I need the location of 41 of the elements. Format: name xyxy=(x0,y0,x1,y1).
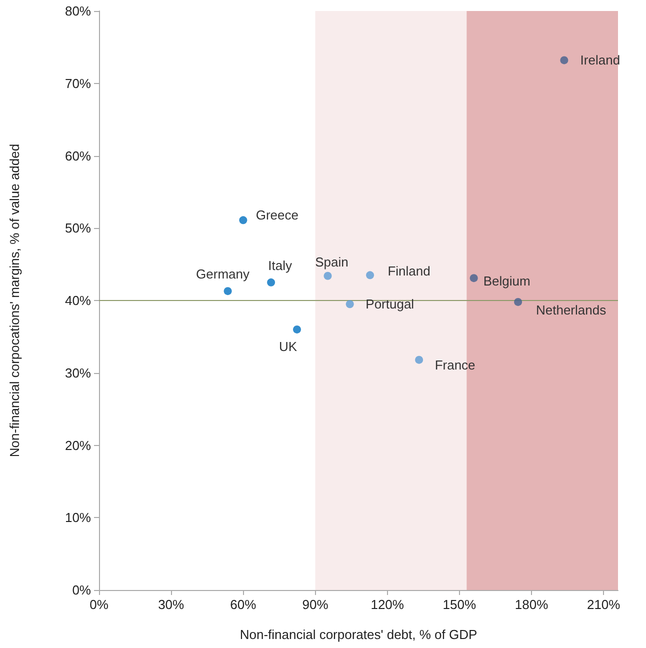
annotation: Netherlands xyxy=(536,302,607,318)
point xyxy=(224,287,232,296)
x-tick-label: 210% xyxy=(586,597,621,612)
annotation: Belgium xyxy=(483,274,530,289)
x-tick-label: 60% xyxy=(230,597,257,612)
x-tick-label: 90% xyxy=(302,597,329,612)
point xyxy=(366,271,374,280)
y-tick-label: 20% xyxy=(64,438,92,453)
point xyxy=(346,300,354,308)
annotation: Ireland xyxy=(580,52,620,68)
x-tick-label: 120% xyxy=(370,597,404,612)
point xyxy=(324,272,332,280)
annotation: Italy xyxy=(268,258,292,273)
point xyxy=(292,325,301,334)
annotation: Finland xyxy=(388,264,430,279)
annotation: Portugal xyxy=(366,296,414,312)
annotation: Spain xyxy=(315,254,348,270)
x-tick-label: 180% xyxy=(514,597,549,612)
point xyxy=(514,298,522,306)
y-axis-title: Non-financial corpocations' margins, % of value added xyxy=(7,144,22,458)
annotation: UK xyxy=(278,338,298,354)
y-tick-label: 60% xyxy=(64,148,92,164)
y-tick-label: 50% xyxy=(64,220,92,236)
point xyxy=(267,278,276,286)
annotation: Germany xyxy=(196,266,250,282)
y-tick-label: 30% xyxy=(64,365,92,380)
y-tick-label: 70% xyxy=(64,76,92,91)
y-tick-label: 80% xyxy=(64,4,92,18)
x-tick-label: 150% xyxy=(442,597,476,612)
y-tick-label: 10% xyxy=(64,510,92,526)
point xyxy=(470,274,478,282)
point xyxy=(560,56,568,64)
x-tick-label: 30% xyxy=(158,597,185,612)
y-tick-label: 40% xyxy=(64,293,92,308)
point xyxy=(239,216,248,224)
x-axis-title: Non-financial corporates' debt, % of GDP xyxy=(240,627,478,642)
annotation: Greece xyxy=(256,208,298,223)
annotation: France xyxy=(434,357,476,372)
point xyxy=(415,356,424,364)
y-tick-label: 0% xyxy=(72,582,92,598)
x-tick-label: 0% xyxy=(90,597,109,612)
